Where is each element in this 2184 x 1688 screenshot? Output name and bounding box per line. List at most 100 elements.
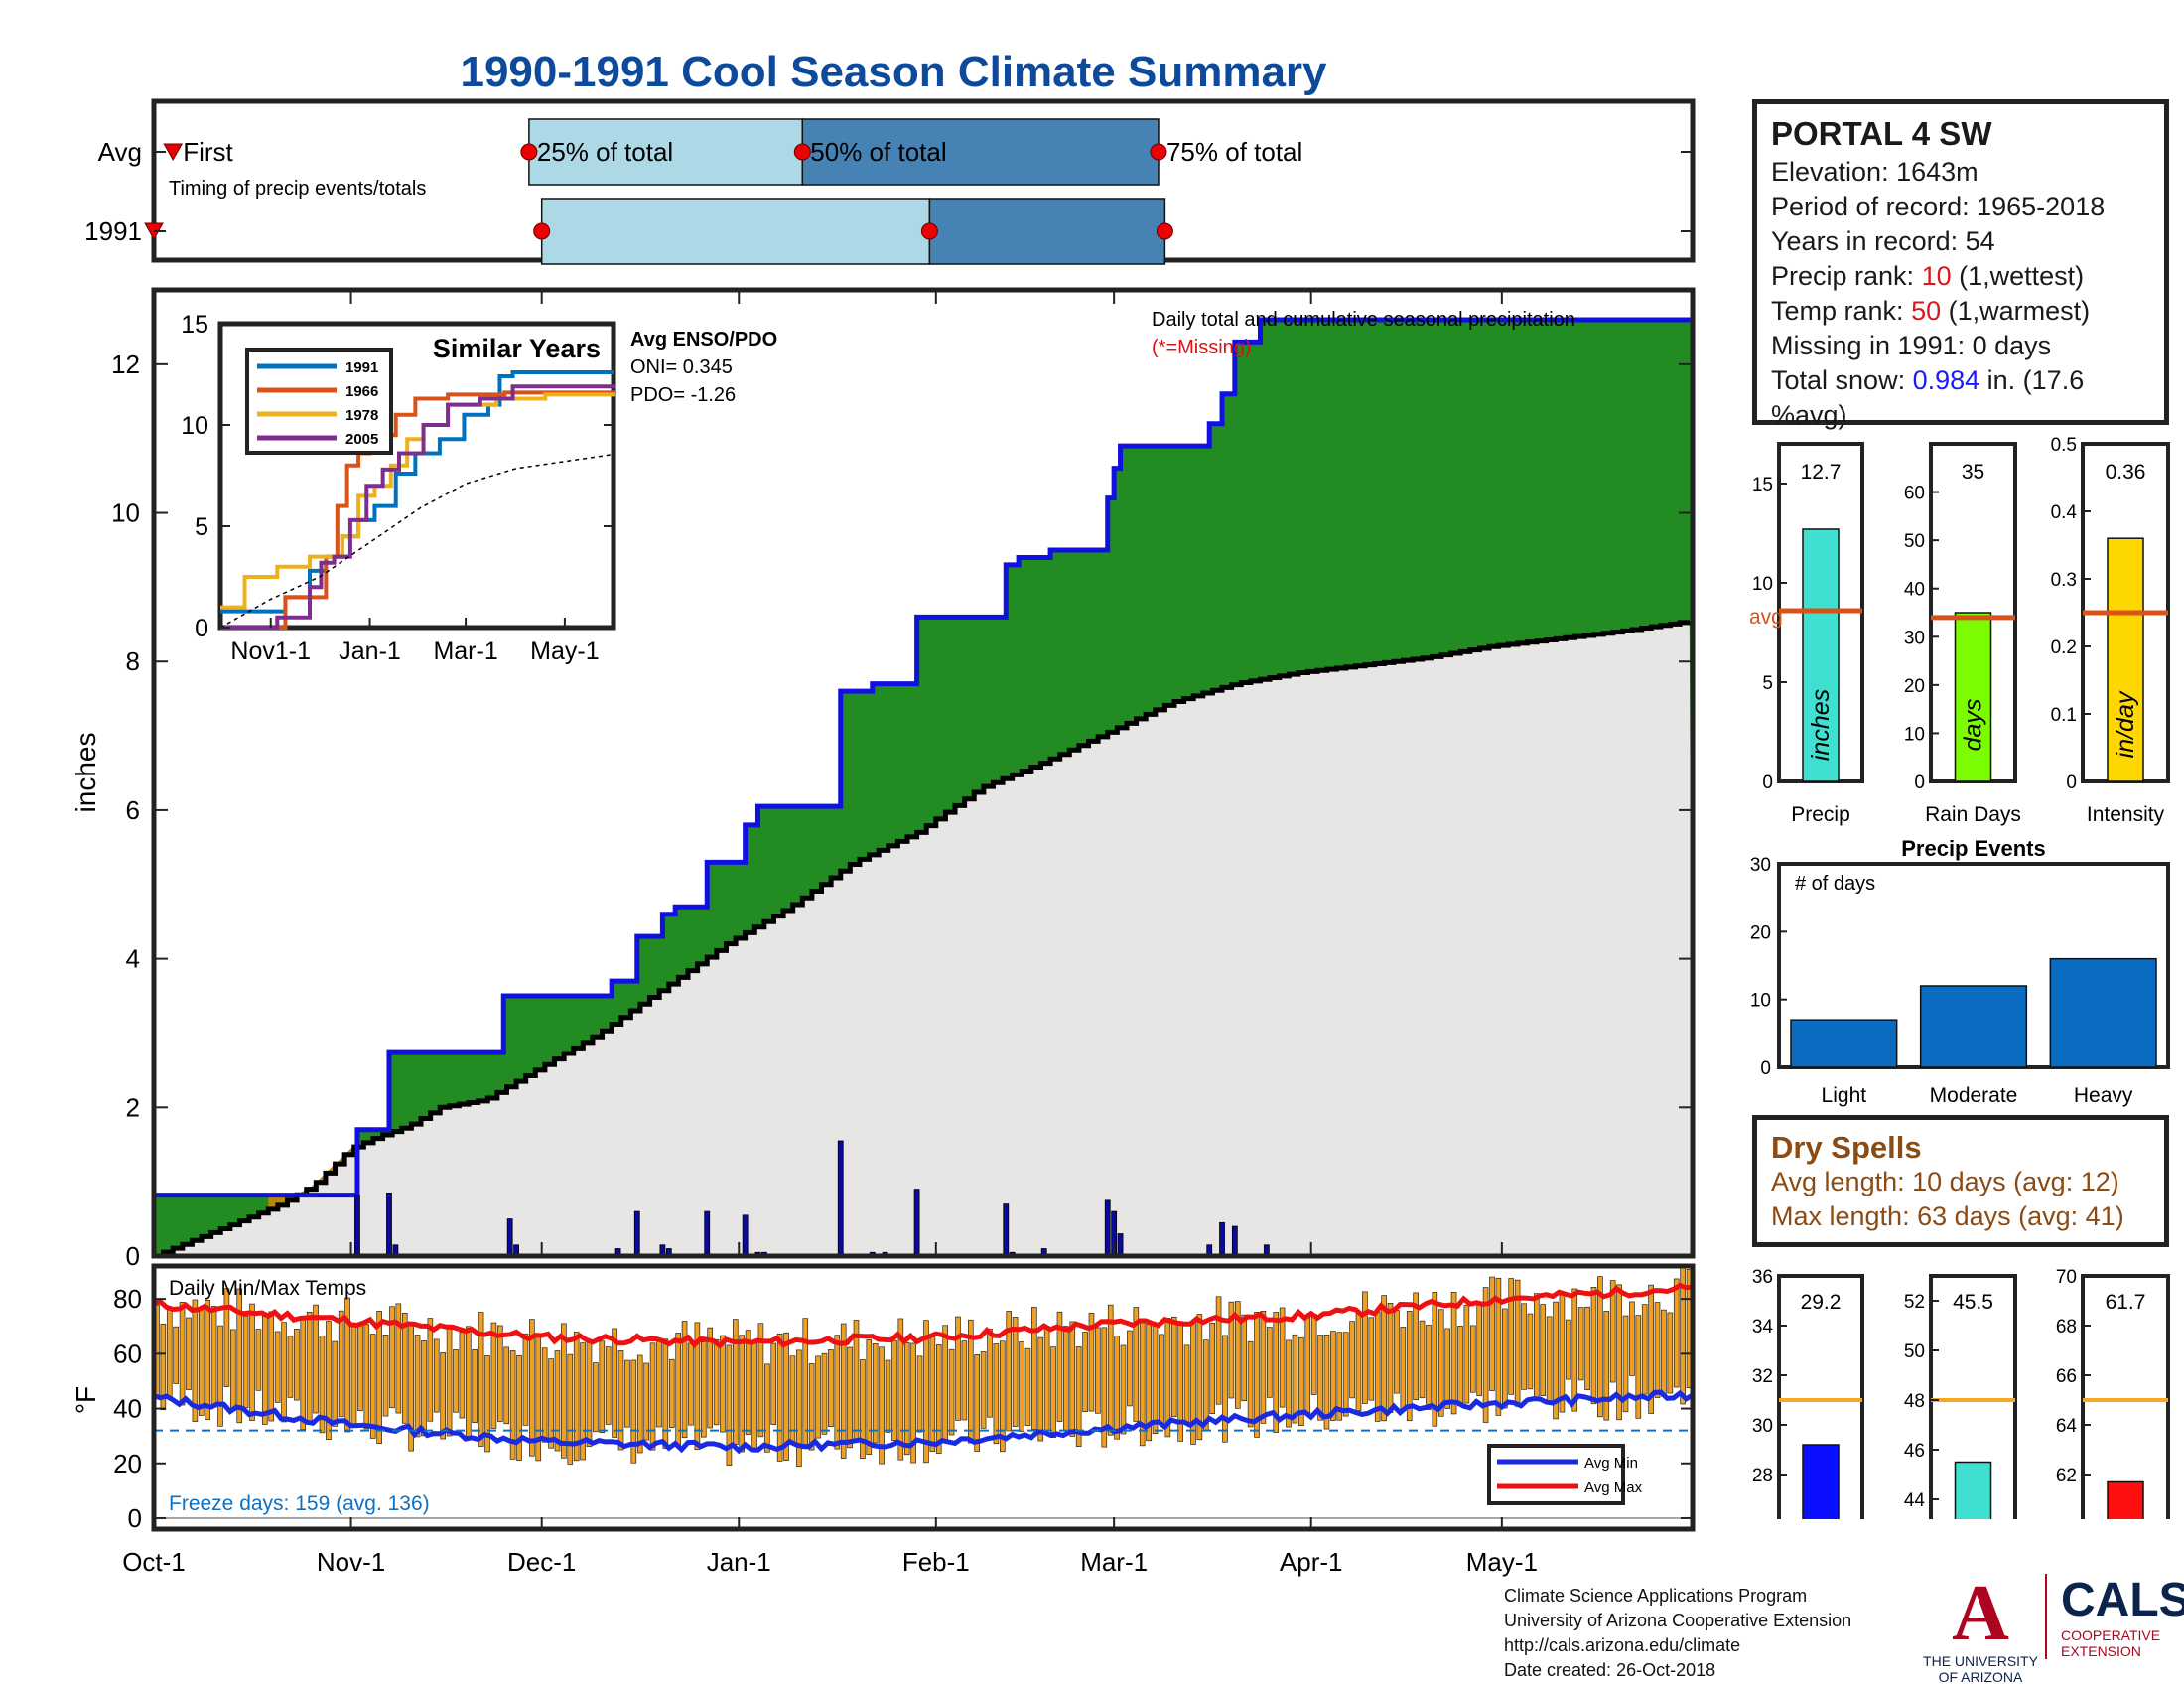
stat-y-tick-label: 5 <box>1762 673 1773 694</box>
daily-temp-bar <box>720 1335 726 1433</box>
temp-stat-y-tick-label: 46 <box>1904 1441 1925 1462</box>
daily-temp-bar <box>700 1340 707 1438</box>
daily-temp-bar <box>821 1352 828 1435</box>
stat-unit-label: inches <box>1807 689 1835 761</box>
daily-temp-bar <box>1247 1340 1254 1428</box>
daily-precip-bar <box>633 1210 640 1257</box>
daily-temp-bar <box>389 1306 395 1409</box>
legend-min-label: Avg Min <box>1584 1455 1638 1472</box>
daily-temp-bar <box>363 1324 370 1430</box>
avg-min-line <box>153 1389 1695 1455</box>
daily-temp-bar <box>230 1329 236 1411</box>
daily-temp-bar <box>879 1346 885 1465</box>
daily-temp-bar <box>1336 1332 1343 1421</box>
daily-temp-bar <box>993 1343 1000 1445</box>
daily-temp-bar <box>1648 1284 1654 1414</box>
events-category-label: Light <box>1822 1084 1867 1107</box>
footer-line-3[interactable]: http://cals.arizona.edu/climate <box>1504 1635 1741 1655</box>
daily-temp-bar <box>249 1303 255 1421</box>
daily-temp-bar <box>828 1349 834 1428</box>
temp-stat-bar <box>1802 1444 1840 1519</box>
daily-temp-bar <box>1406 1311 1413 1422</box>
events-ylabel: # of days <box>1795 873 1875 895</box>
daily-temp-bar <box>490 1322 497 1429</box>
daily-temp-bar <box>395 1303 402 1414</box>
daily-temp-bar <box>1260 1310 1267 1424</box>
daily-temp-bar <box>1508 1278 1515 1395</box>
daily-temp-bar <box>344 1297 350 1433</box>
daily-temp-bar <box>1476 1304 1482 1396</box>
daily-temp-bar <box>948 1348 955 1436</box>
average-cumulative-area <box>154 621 1693 1256</box>
temp-stat-y-tick-label: 64 <box>2056 1416 2078 1437</box>
stat-bar <box>1954 612 1992 782</box>
daily-temp-bar <box>1577 1307 1584 1381</box>
daily-temp-bar <box>1629 1301 1635 1376</box>
daily-temp-bar <box>1088 1312 1095 1412</box>
y-tick-label: 8 <box>126 646 140 676</box>
daily-temp-bar <box>834 1335 841 1450</box>
events-title: Precip Events <box>1901 836 2046 861</box>
enso-title: Avg ENSO/PDO <box>630 329 777 351</box>
temp-stat-value-label: 61.7 <box>2106 1291 2146 1314</box>
stat-y-tick-label: 0 <box>2066 773 2077 793</box>
cals-logo-text: CALS <box>2061 1574 2184 1626</box>
enso-pdo: PDO= -1.26 <box>630 384 736 406</box>
daily-temp-bar <box>357 1324 363 1412</box>
events-category-label: Heavy <box>2074 1084 2133 1107</box>
similar-years-chart: 0 5 10 15 Nov1-1 Jan-1 Mar-1 May-1 Similar Years… <box>181 311 777 665</box>
daily-temp-bar <box>1006 1311 1013 1432</box>
daily-temp-bar <box>923 1320 929 1464</box>
stat-value-label: 12.7 <box>1801 461 1842 484</box>
daily-temp-bar <box>281 1322 287 1423</box>
daily-temp-bar <box>987 1329 993 1418</box>
temp-stat-bar <box>1954 1461 1992 1519</box>
daily-precip-bar <box>1231 1225 1238 1257</box>
temp-stat-y-tick-label: 62 <box>2056 1466 2077 1486</box>
daily-temp-bar <box>1635 1315 1642 1419</box>
daily-temp-bar <box>1597 1276 1603 1418</box>
daily-temp-bar <box>1159 1334 1164 1425</box>
temp-y-tick-label: 0 <box>128 1503 142 1533</box>
cals-logo-line-2: EXTENSION <box>2061 1643 2141 1659</box>
temp-stat-y-tick-label: 48 <box>1904 1391 1925 1412</box>
timeline-bar-second-quarter <box>928 198 1166 265</box>
university-logo: A THE UNIVERSITY OF ARIZONA <box>1921 1574 2040 1685</box>
daily-temp-bar <box>1419 1320 1426 1399</box>
daily-temp-bar <box>274 1331 281 1403</box>
temp-stat-y-tick-label: 50 <box>1904 1341 1925 1362</box>
daily-temp-bar <box>1546 1316 1553 1404</box>
daily-temp-bar <box>1075 1346 1082 1448</box>
x-tick-label: May-1 <box>1466 1547 1538 1577</box>
daily-temp-bar <box>1228 1301 1235 1399</box>
daily-temp-bar <box>897 1318 904 1461</box>
daily-temp-bar <box>484 1355 490 1453</box>
stat-y-tick-label: 40 <box>1904 580 1925 601</box>
timeline-event-marker <box>163 143 184 162</box>
timeline-row-label: Avg <box>98 137 142 167</box>
y-tick-label: 0 <box>126 1241 140 1271</box>
timeline-p75-label: 75% of total <box>1166 137 1302 167</box>
daily-temp-bar <box>656 1337 662 1428</box>
daily-temp-bar <box>599 1340 606 1434</box>
timeline-bar-first-quarter <box>528 118 804 186</box>
missing-note: (*=Missing) <box>1152 337 1252 358</box>
x-tick-label: Mar-1 <box>1080 1547 1148 1577</box>
daily-precip-bar <box>506 1218 513 1257</box>
daily-temp-bar <box>1133 1307 1140 1422</box>
events-bar <box>1790 1019 1898 1068</box>
daily-temp-bar <box>433 1338 440 1413</box>
station-period: Period of record: 1965-2018 <box>1771 192 2106 221</box>
inset-series-line <box>220 384 615 630</box>
daily-temp-bar <box>910 1342 916 1464</box>
timeline-bar-first-quarter <box>540 198 931 265</box>
daily-temp-bar <box>567 1353 574 1465</box>
footer-line-2: University of Arizona Cooperative Extens… <box>1504 1611 1852 1630</box>
daily-temp-bar <box>1482 1287 1489 1423</box>
daily-temp-bar <box>1362 1291 1368 1404</box>
freeze-days-text: Freeze days: 159 (avg. 136) <box>169 1492 430 1515</box>
temp-y-tick-label: 80 <box>113 1284 142 1314</box>
y-tick-label: 4 <box>126 944 140 974</box>
inset-legend-label: 1978 <box>345 407 378 424</box>
